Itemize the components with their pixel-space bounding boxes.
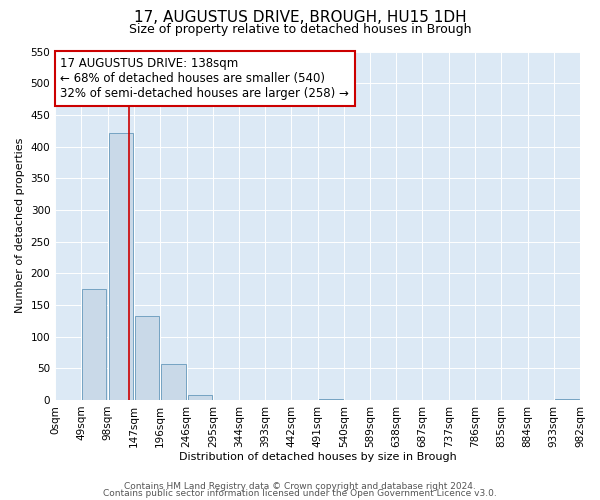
Text: Contains HM Land Registry data © Crown copyright and database right 2024.: Contains HM Land Registry data © Crown c… [124,482,476,491]
Text: Size of property relative to detached houses in Brough: Size of property relative to detached ho… [129,22,471,36]
Bar [319,398,343,400]
Bar [109,132,133,400]
Bar [555,398,579,400]
Y-axis label: Number of detached properties: Number of detached properties [15,138,25,314]
X-axis label: Distribution of detached houses by size in Brough: Distribution of detached houses by size … [179,452,457,462]
Text: Contains public sector information licensed under the Open Government Licence v3: Contains public sector information licen… [103,489,497,498]
Text: 17, AUGUSTUS DRIVE, BROUGH, HU15 1DH: 17, AUGUSTUS DRIVE, BROUGH, HU15 1DH [134,10,466,25]
Bar [135,316,159,400]
Bar [82,289,106,400]
Text: 17 AUGUSTUS DRIVE: 138sqm
← 68% of detached houses are smaller (540)
32% of semi: 17 AUGUSTUS DRIVE: 138sqm ← 68% of detac… [61,56,349,100]
Bar [188,395,212,400]
Bar [161,364,185,400]
